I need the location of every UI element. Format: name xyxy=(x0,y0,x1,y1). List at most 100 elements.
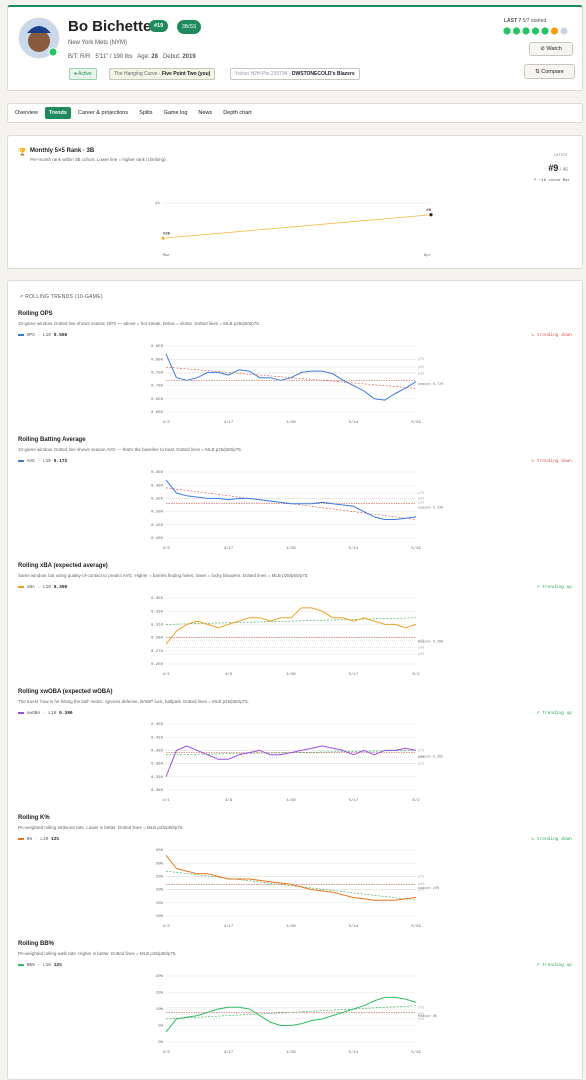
legend-latest: 0.350 xyxy=(53,585,68,590)
legend-latest: 12% xyxy=(53,963,62,968)
legend-name: BB% · L10 xyxy=(26,963,52,968)
status: Active xyxy=(78,71,92,77)
percentile-label: p75 xyxy=(418,749,424,753)
percentile-label: p75 xyxy=(418,875,424,879)
percentile-label: p25 xyxy=(418,373,424,377)
y-tick-label: 15% xyxy=(156,902,164,906)
legend-name: xwOBA · L10 xyxy=(26,711,57,716)
tab[interactable]: Overview xyxy=(15,110,38,116)
game-dot xyxy=(531,27,540,35)
player-name: Bo Bichette xyxy=(68,18,152,35)
trend-block: Rolling BB% PA-weighted rolling walk rate… xyxy=(8,941,582,1067)
x-tick-label: 4/30 xyxy=(286,672,296,677)
percentile-label: p25 xyxy=(418,653,424,657)
trends-title-text: ROLLING TRENDS (10-GAME) xyxy=(25,294,103,300)
y-tick-label: 0.270 xyxy=(151,650,164,654)
series-line xyxy=(165,745,417,777)
trend-chart: 0.350 0.300 0.250 0.200 0.150 0.100 4/3 4/17 4/3… xyxy=(151,471,443,551)
age: 28 xyxy=(151,54,158,60)
jersey-badge: #19 xyxy=(149,20,169,32)
x-tick-label: 5/29 xyxy=(411,924,421,929)
x-tick-label: 4/30 xyxy=(286,924,296,929)
trend-block: Rolling OPS 10-game window. Dotted line s… xyxy=(8,311,582,437)
rank-title: Monthly 5×5 Rank · 3B xyxy=(30,148,95,154)
y-tick-label: 0.150 xyxy=(151,524,164,528)
percentile-label: p75 xyxy=(418,492,424,496)
y-tick-label: 0.250 xyxy=(151,497,164,501)
game-dot xyxy=(560,27,568,35)
y-tick-label: 35% xyxy=(156,849,164,853)
x-tick-label: 4/1 xyxy=(162,798,170,803)
debut-label: Debut: xyxy=(162,54,181,60)
rank-label: #9 xyxy=(426,209,431,213)
legend-latest: 0.172 xyxy=(53,459,68,464)
watch-button[interactable]: ⊘ Watch xyxy=(529,42,573,56)
x-tick-label: 5/14 xyxy=(349,1050,359,1055)
y-tick-label: 0.350 xyxy=(151,597,164,601)
percentile-label: p50 xyxy=(418,883,424,887)
season-label: season 0.720 xyxy=(418,383,443,387)
rank-label: #25 xyxy=(163,232,171,236)
latest-value: #9 xyxy=(548,163,559,173)
latest-label: LATEST xyxy=(553,154,568,158)
tab[interactable]: News xyxy=(198,110,213,116)
debut: 2019 xyxy=(182,54,196,60)
y-tick-label: 0.750 xyxy=(151,371,164,375)
game-dot xyxy=(512,27,521,35)
y-tick-label: 0.600 xyxy=(151,411,164,415)
y-tick-label: 0.100 xyxy=(151,537,164,541)
trend-direction: ↗ trending up xyxy=(535,711,572,716)
y-tick-label: 15% xyxy=(156,992,164,996)
season-label: season 9% xyxy=(418,1015,438,1019)
tab[interactable]: Depth chart xyxy=(223,110,252,116)
last7-dots xyxy=(503,27,568,35)
x-tick-label: 4/9 xyxy=(225,672,233,677)
y-tick-label: 10% xyxy=(156,1008,164,1012)
rank-subtitle: Per-month rank within 3B cohort. Lower l… xyxy=(30,157,167,162)
legend-swatch xyxy=(18,964,24,966)
chart-description: PA-weighted rolling strikeout rate. Lowe… xyxy=(18,825,184,830)
x-tick-label: 5/29 xyxy=(411,420,421,425)
chart-title: Rolling xBA (expected average) xyxy=(18,563,108,569)
y-tick-label: 10% xyxy=(156,915,164,919)
tab[interactable]: Trends xyxy=(44,107,71,119)
position-badge: 3B/SS xyxy=(177,20,202,34)
y-tick-label: 0.700 xyxy=(151,385,164,389)
y-tick-label: 0.250 xyxy=(151,663,164,667)
series-line xyxy=(165,479,417,520)
latest-of: / 46 xyxy=(559,167,568,173)
series-line xyxy=(165,854,417,901)
legend-name: OPS · L10 xyxy=(26,333,52,338)
tab[interactable]: Game log xyxy=(163,110,188,116)
legend-swatch xyxy=(18,712,24,714)
game-dot xyxy=(550,27,559,35)
league-pill: The Hanging Curve · Five Point Two (you) xyxy=(109,68,216,80)
y-tick-label: 0.330 xyxy=(151,610,164,614)
game-dot xyxy=(503,27,511,35)
chart-title: Rolling OPS xyxy=(18,311,53,317)
percentile-label: p50 xyxy=(418,646,424,650)
x-tick-label: 5/14 xyxy=(349,420,359,425)
y-tick-label: 20% xyxy=(156,889,164,893)
legend: AVG · L10 0.172 xyxy=(18,459,67,464)
trend-line xyxy=(165,870,417,901)
x-tick-label: 6/2 xyxy=(412,672,420,677)
league: The Hanging Curve xyxy=(114,71,158,77)
season-label: season 0.385 xyxy=(418,756,443,760)
compare-button[interactable]: ⇅ Compare xyxy=(524,64,575,79)
legend: K% · L10 12% xyxy=(18,837,59,842)
legend: BB% · L10 12% xyxy=(18,963,62,968)
y-tick-label: 0.200 xyxy=(151,511,164,515)
yahoo-team: DWSTONECOLD's Blazers xyxy=(291,71,355,77)
tab[interactable]: Splits xyxy=(139,110,153,116)
x-tick-label: 4/17 xyxy=(224,924,234,929)
legend: OPS · L10 0.555 xyxy=(18,333,67,338)
last7: LAST 7 5/7 started xyxy=(504,18,546,24)
x-tick-label: 4/1 xyxy=(162,672,170,677)
player-card: Bo Bichette #19 3B/SS New York Mets (NYM… xyxy=(7,5,583,91)
tab[interactable]: Career & projections xyxy=(77,110,129,116)
trend-chart: 35% 30% 25% 20% 15% 10% 4/3 4/17 4/30 5/14 5/29 p75… xyxy=(156,849,440,929)
trend-block: Rolling xwOBA (expected wOBA) The truest … xyxy=(8,689,582,815)
x-tick-label: 5/17 xyxy=(349,672,359,677)
